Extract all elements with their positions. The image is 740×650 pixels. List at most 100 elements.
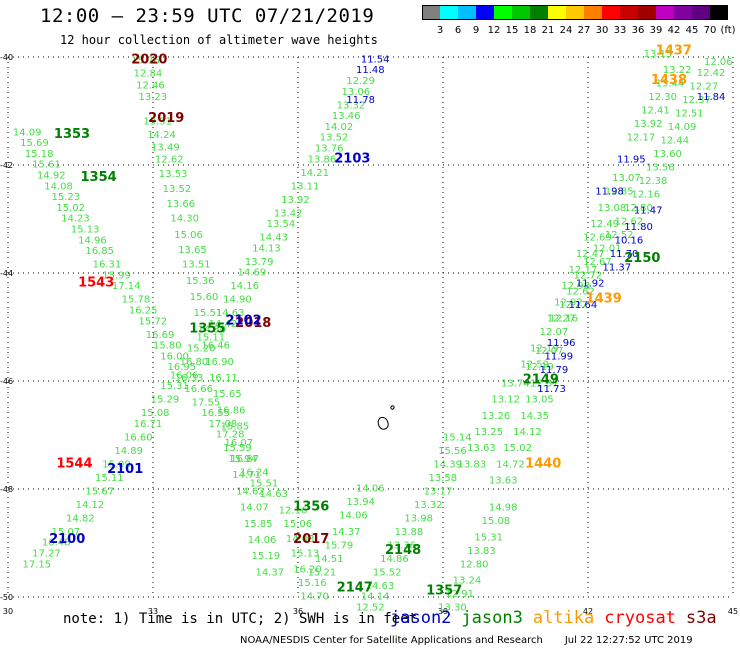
legend-s3a: s3a <box>685 608 717 628</box>
swh-value: 15.52 <box>373 567 402 578</box>
swh-value: 12.62 <box>155 154 184 165</box>
swh-value: 13.08 <box>598 203 627 214</box>
swh-value: 14.37 <box>255 567 284 578</box>
swh-value: 15.02 <box>56 203 85 214</box>
swh-value: 14.16 <box>230 281 259 292</box>
swh-value: 13.42 <box>274 208 303 219</box>
swh-value: 13.24 <box>453 576 482 587</box>
swh-value: 11.79 <box>540 365 569 376</box>
swh-value: 13.66 <box>167 199 196 210</box>
swh-value: 11.84 <box>697 92 726 103</box>
swh-value: 16.20 <box>293 565 322 576</box>
satellite-legend: jason2 jason3 altika cryosat s3a <box>390 608 727 628</box>
swh-value: 12.41 <box>641 106 670 117</box>
swh-value: 13.60 <box>653 149 682 160</box>
swh-value: 14.72 <box>496 459 525 470</box>
swh-value: 12.27 <box>559 300 588 311</box>
swh-value: 17.27 <box>32 549 61 560</box>
swh-value: 12.37 <box>682 95 711 106</box>
swh-value: 15.76 <box>131 55 160 66</box>
colorbar-swatch <box>602 5 620 20</box>
swh-value: 12.62 <box>566 287 595 298</box>
swh-value: 12.16 <box>632 189 661 200</box>
swh-value: 17.08 <box>209 419 238 430</box>
swh-value: 10.16 <box>615 235 644 246</box>
colorbar-label: (ft) <box>720 25 736 36</box>
swh-value: 16.69 <box>146 330 175 341</box>
swh-value: 11.92 <box>576 279 605 290</box>
legend-jason3: jason3 <box>461 608 523 628</box>
colorbar-swatch <box>656 5 674 20</box>
colorbar-label: 3 <box>436 25 444 36</box>
swh-value: 16.24 <box>240 468 269 479</box>
page-title: 12:00 – 23:59 UTC 07/21/2019 <box>40 5 375 27</box>
swh-value: 14.92 <box>37 171 66 182</box>
swh-value: 14.98 <box>489 503 518 514</box>
swh-value: 15.20 <box>187 343 216 354</box>
swh-value: 13.12 <box>491 395 520 406</box>
swh-value: 12.47 <box>576 249 605 260</box>
swh-value: 15.08 <box>141 408 170 419</box>
colorbar-swatch <box>548 5 566 20</box>
swh-value: 12.01 <box>593 243 622 254</box>
swh-value: 11.37 <box>603 262 632 273</box>
pass-label: 2147 <box>337 581 373 596</box>
colorbar-label: 30 <box>595 25 609 36</box>
map-grid <box>7 56 734 598</box>
swh-value: 13.86 <box>308 154 337 165</box>
colorbar-swatch <box>692 5 710 20</box>
swh-value: 11.80 <box>624 222 653 233</box>
swh-value: 17.15 <box>23 559 52 570</box>
swh-value: 15.85 <box>221 422 250 433</box>
swh-value: 13.83 <box>458 459 487 470</box>
pass-label: 1356 <box>293 500 329 515</box>
swh-value: 13.58 <box>429 473 458 484</box>
colorbar-label: 18 <box>523 25 537 36</box>
swh-value: 14.89 <box>114 446 143 457</box>
swh-value: 16.66 <box>184 384 213 395</box>
swh-value: 12.51 <box>675 108 704 119</box>
swh-value: 12.52 <box>605 230 634 241</box>
pass-label: 2018 <box>235 316 271 331</box>
swh-value: 14.96 <box>78 235 107 246</box>
swh-value: 11.95 <box>617 154 646 165</box>
swh-value: 14.08 <box>44 181 73 192</box>
colorbar-swatch <box>530 5 548 20</box>
colorbar-label: 12 <box>487 25 501 36</box>
swh-value: 15.11 <box>197 333 226 344</box>
lon-tick-label: 45 <box>728 607 738 616</box>
swh-value: 13.52 <box>320 133 349 144</box>
swh-value: 14.62 <box>236 486 265 497</box>
colorbar-swatch <box>566 5 584 20</box>
swh-value: 15.31 <box>474 532 503 543</box>
swh-value: 13.56 <box>646 162 675 173</box>
swh-value: 14.06 <box>339 511 368 522</box>
swh-value: 14.06 <box>356 484 385 495</box>
swh-value: 14.09 <box>13 127 42 138</box>
pass-label: 1354 <box>81 170 117 185</box>
swh-value: 14.21 <box>300 168 329 179</box>
swh-value: 14.42 <box>209 319 238 330</box>
swh-value: 15.14 <box>443 432 472 443</box>
swh-value: 13.36 <box>387 540 416 551</box>
swh-value: 13.65 <box>178 245 207 256</box>
swh-value: 14.02 <box>325 122 354 133</box>
swh-value: 12.16 <box>279 505 308 516</box>
swh-value: 11.54 <box>361 54 390 65</box>
swh-value: 13.91 <box>143 117 172 128</box>
swh-value: 14.24 <box>147 130 176 141</box>
colorbar-label: 36 <box>631 25 645 36</box>
swh-value: 13.30 <box>438 603 467 614</box>
swh-value: 12.29 <box>346 76 375 87</box>
swh-value: 12.59 <box>520 360 549 371</box>
swh-value: 13.06 <box>342 87 371 98</box>
swh-value: 12.69 <box>583 233 612 244</box>
swh-value: 13.88 <box>395 527 424 538</box>
swh-value: 14.13 <box>252 243 281 254</box>
colorbar-label: 33 <box>613 25 627 36</box>
lat-tick-label: -44 <box>0 269 13 278</box>
swh-value: 12.07 <box>535 346 564 357</box>
swh-value: 14.37 <box>332 527 361 538</box>
swh-value: 12.80 <box>460 559 489 570</box>
colorbar-swatch <box>422 5 440 20</box>
